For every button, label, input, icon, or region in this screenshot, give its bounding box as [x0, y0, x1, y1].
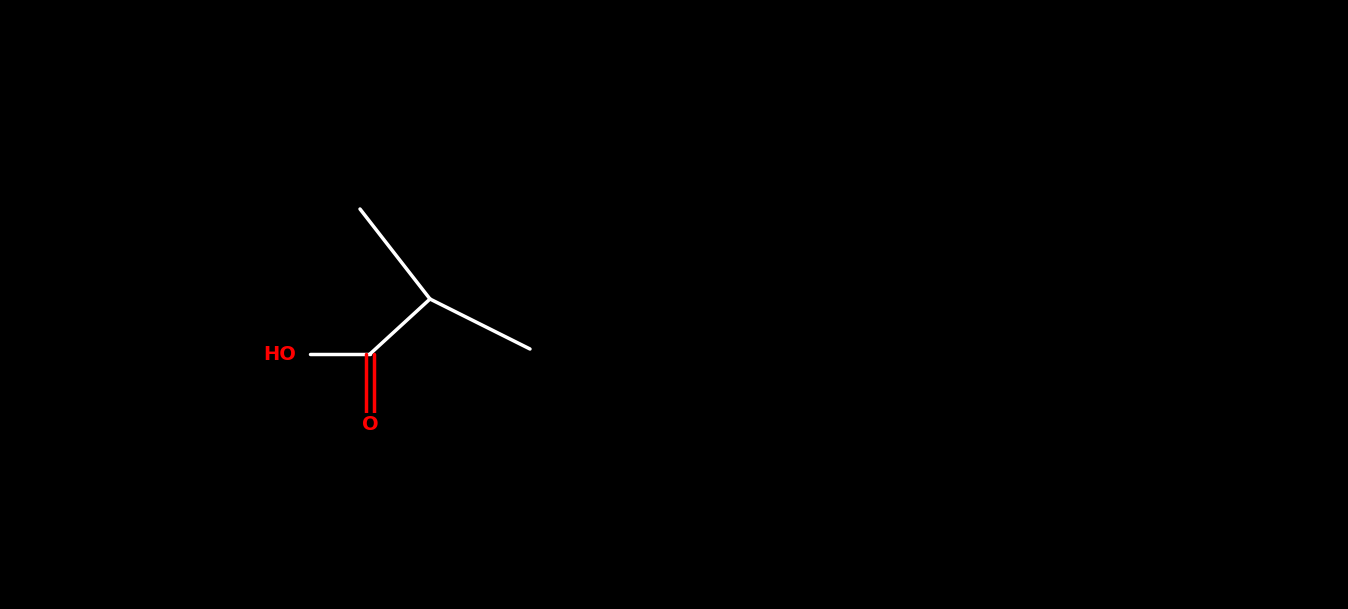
Text: HO: HO [264, 345, 297, 364]
Text: O: O [361, 415, 379, 434]
